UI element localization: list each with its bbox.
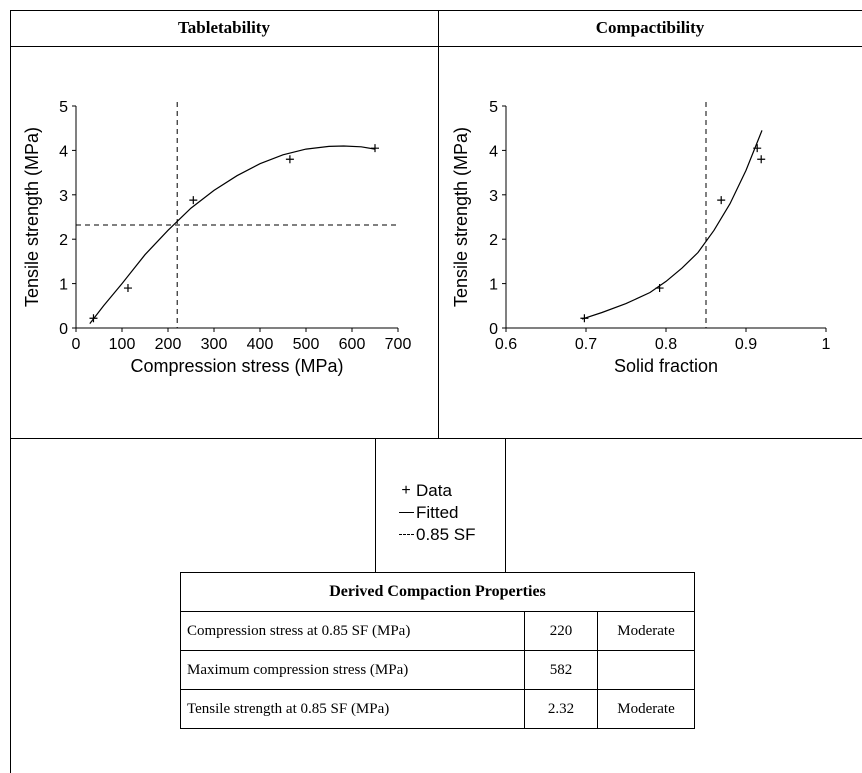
y-tick-label: 5 [59,99,68,116]
legend: + Data Fitted 0.85 SF [396,480,476,546]
y-axis-label: Tensile strength (MPa) [22,127,42,307]
y-tick-label: 5 [489,99,498,116]
table-row: Tensile strength at 0.85 SF (MPa) 2.32 M… [180,689,695,729]
data-point [757,155,766,164]
legend-label-sf: 0.85 SF [416,525,476,544]
data-point [717,196,726,205]
x-tick-label: 600 [339,336,366,353]
y-tick-label: 3 [489,188,498,205]
data-point [189,196,198,205]
solid-line-icon [396,502,416,524]
legend-box-right [505,438,506,572]
fitted-curve [581,130,763,320]
table-title: Derived Compaction Properties [180,572,695,612]
row-rating [597,650,695,690]
x-tick-label: 400 [247,336,274,353]
row-label: Tensile strength at 0.85 SF (MPa) [180,689,525,729]
row-value: 2.32 [524,689,598,729]
row-value: 582 [524,650,598,690]
x-tick-label: 100 [109,336,136,353]
frame-header-bottom [10,46,862,47]
y-tick-label: 0 [489,321,498,338]
plus-marker-icon: + [401,482,411,499]
y-tick-label: 1 [59,277,68,294]
x-tick-label: 500 [293,336,320,353]
x-tick-label: 200 [155,336,182,353]
compactibility-chart: 0.6 0.7 0.8 0.9 1 0 1 2 3 4 5 Solid fraction Tensile… [451,99,831,376]
row-label: Maximum compression stress (MPa) [180,650,525,690]
y-axis-label: Tensile strength (MPa) [451,127,471,307]
table-row: Maximum compression stress (MPa) 582 [180,650,695,690]
x-tick-label: 300 [201,336,228,353]
frame-charts-bottom [10,438,862,439]
fitted-curve [89,145,376,324]
row-rating: Moderate [597,689,695,729]
row-label: Compression stress at 0.85 SF (MPa) [180,611,525,651]
tabletability-chart: 0 100 200 300 400 500 600 700 0 1 2 3 4 5 Compression … [22,99,412,376]
x-tick-label: 0 [72,336,81,353]
panel-title-tabletability: Tabletability [178,18,270,37]
legend-item-fitted: Fitted [396,502,476,524]
frame-middle [438,10,439,438]
legend-label-fitted: Fitted [416,503,459,522]
row-value: 220 [524,611,598,651]
data-point [123,284,132,293]
y-tick-label: 4 [59,143,68,160]
frame-top [10,10,862,11]
x-tick-label: 0.9 [735,336,757,353]
y-tick-label: 4 [489,143,498,160]
x-axis-label: Solid fraction [614,356,718,376]
y-tick-label: 0 [59,321,68,338]
legend-item-sf: 0.85 SF [396,524,476,546]
legend-item-data: + Data [396,480,476,502]
table-row: Compression stress at 0.85 SF (MPa) 220 … [180,611,695,651]
panel-title-compactibility: Compactibility [595,18,705,37]
x-tick-label: 700 [385,336,412,353]
legend-label-data: Data [416,481,452,500]
x-tick-label: 1 [822,336,831,353]
dashed-line-icon [396,524,416,546]
x-tick-label: 0.6 [495,336,517,353]
row-rating: Moderate [597,611,695,651]
x-axis-label: Compression stress (MPa) [130,356,343,376]
x-tick-label: 0.7 [575,336,597,353]
frame-left [10,10,11,773]
legend-box-left [375,438,376,572]
data-point [285,155,294,164]
x-tick-label: 0.8 [655,336,677,353]
y-tick-label: 3 [59,188,68,205]
y-tick-label: 2 [489,232,498,249]
y-tick-label: 2 [59,232,68,249]
y-tick-label: 1 [489,277,498,294]
derived-properties-table: Derived Compaction Properties Compressio… [180,572,695,729]
